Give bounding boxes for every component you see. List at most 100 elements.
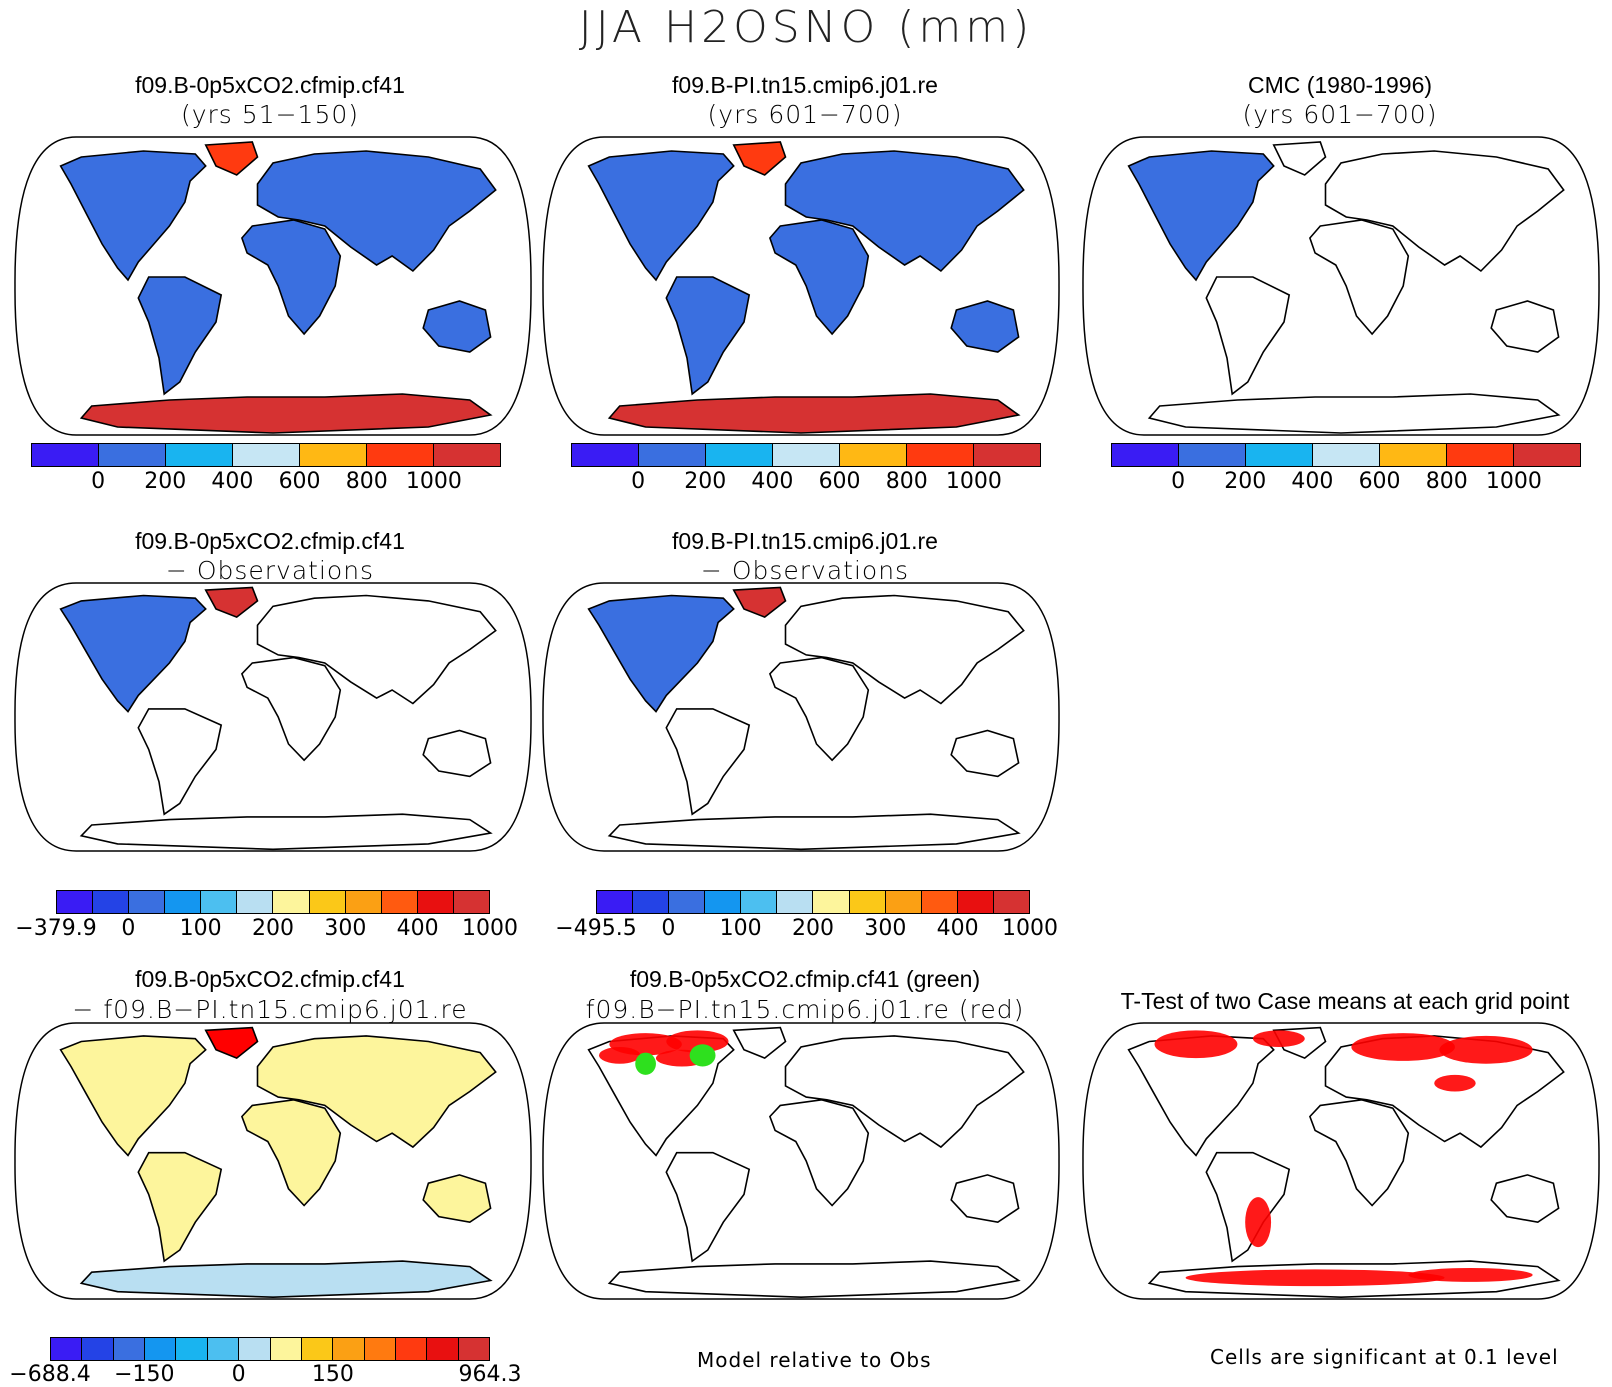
significance-region: [1434, 1074, 1476, 1092]
colorbar-ticks-panel-1: 0 200 400 600 800 1000: [31, 469, 501, 497]
colorbar-swatch: [129, 891, 166, 913]
map-border: [542, 582, 1060, 852]
colorbar-swatch: [773, 444, 840, 466]
landmass-samerica: [1205, 276, 1291, 396]
landmass-namerica: [59, 150, 207, 282]
landmass-africa: [1308, 1098, 1410, 1207]
colorbar-swatch: [907, 444, 974, 466]
colorbar-tick-label: 1000: [462, 916, 518, 941]
landmass-eurasia: [784, 1035, 1025, 1149]
colorbar-tick-label: 1000: [1485, 469, 1542, 494]
colorbar-panel-5: [596, 890, 1030, 914]
green-region: [689, 1044, 716, 1067]
significance-region: [1154, 1030, 1238, 1059]
colorbar-swatch: [957, 891, 994, 913]
landmass-africa: [768, 1098, 870, 1207]
landmass-eurasia: [784, 150, 1025, 273]
landmass-australia: [950, 300, 1020, 353]
colorbar-tick-label: 600: [278, 469, 321, 494]
landmass-namerica: [59, 594, 207, 713]
map-panel-1: [14, 136, 532, 436]
landmass-africa: [240, 1098, 342, 1207]
landmass-eurasia: [256, 594, 497, 705]
colorbar-tick-label: 150: [311, 1362, 354, 1387]
colorbar-swatch: [165, 891, 202, 913]
colorbar-swatch: [367, 444, 434, 466]
colorbar-swatch: [364, 1338, 396, 1360]
colorbar-ticks-panel-6: −688.4 −150 0 150 964.3: [9, 1362, 521, 1387]
colorbar-swatch: [974, 444, 1040, 466]
colorbar-tick-label: 0: [1171, 469, 1186, 494]
colorbar-tick-label: 1000: [1002, 916, 1058, 941]
colorbar-swatch: [1380, 444, 1447, 466]
colorbar-swatch: [145, 1338, 177, 1360]
colorbar-panel-4: [56, 890, 490, 914]
colorbar-tick-label: 400: [1291, 469, 1334, 494]
landmass-greenland: [204, 586, 259, 619]
green-region: [635, 1052, 656, 1075]
colorbar-swatch: [427, 1338, 459, 1360]
colorbar-tick-label: 1000: [945, 469, 1002, 494]
panel-2-title: f09.B-PI.tn15.cmip6.j01.re: [672, 72, 938, 98]
colorbar-tick-label: 800: [885, 469, 928, 494]
panel-5-title: f09.B-PI.tn15.cmip6.j01.re: [672, 528, 938, 554]
panel-2-subtitle: (yrs 601−700): [707, 100, 903, 129]
panel-4-subtitle: − Observations: [165, 556, 375, 585]
landmass-australia: [1490, 1174, 1560, 1224]
colorbar-swatch: [395, 1338, 428, 1360]
significance-region: [1245, 1197, 1272, 1248]
landmass-eurasia: [256, 150, 497, 273]
colorbar-swatch: [849, 891, 886, 913]
colorbar-swatch: [207, 1338, 240, 1360]
landmass-australia: [422, 300, 492, 353]
landmass-africa: [768, 219, 870, 336]
colorbar-ticks-panel-3: 0 200 400 600 800 1000: [1111, 469, 1581, 497]
landmass-samerica: [665, 276, 751, 396]
map-panel-6: [14, 1022, 532, 1300]
landmass-australia: [950, 1174, 1020, 1224]
map-border: [14, 1022, 532, 1300]
colorbar-swatch: [840, 444, 907, 466]
colorbar-swatch: [993, 891, 1029, 913]
colorbar-swatch: [705, 891, 742, 913]
colorbar-ticks-panel-4: −379.9 0 100 200 300 400 1000: [15, 916, 518, 944]
colorbar-panel-2: [571, 443, 1041, 467]
colorbar-swatch: [57, 891, 94, 913]
panel-7-title: f09.B-0p5xCO2.cfmip.cf41 (green): [629, 966, 981, 992]
colorbar-tick-label: −495.5: [555, 916, 637, 941]
landmass-eurasia: [784, 594, 1025, 705]
panel-6-title: f09.B-0p5xCO2.cfmip.cf41: [135, 966, 405, 992]
significance-region: [1185, 1269, 1445, 1287]
colorbar-swatch: [1447, 444, 1514, 466]
landmass-namerica: [587, 594, 735, 713]
colorbar-tick-label: 0: [91, 469, 106, 494]
landmass-samerica: [665, 1151, 751, 1263]
colorbar-tick-label: 300: [324, 916, 367, 941]
colorbar-tick-label: 200: [792, 916, 834, 941]
colorbar-ticks-panel-5: −495.5 0 100 200 300 400 1000: [555, 916, 1058, 944]
map-panel-5: [542, 582, 1060, 852]
colorbar-tick-label: 600: [818, 469, 861, 494]
map-panel-8: [1082, 1022, 1600, 1300]
colorbar-swatch: [345, 891, 382, 913]
landmass-greenland: [732, 586, 787, 619]
landmass-antarctica: [607, 813, 1021, 851]
map-border: [542, 136, 1060, 436]
colorbar-swatch: [201, 891, 238, 913]
colorbar-tick-label: 400: [751, 469, 794, 494]
colorbar-swatch: [99, 444, 166, 466]
colorbar-swatch: [885, 891, 922, 913]
colorbar-swatch: [176, 1338, 208, 1360]
colorbar-tick-label: 100: [179, 916, 222, 941]
landmass-africa: [240, 219, 342, 336]
colorbar-swatch: [453, 891, 489, 913]
colorbar-swatch: [1179, 444, 1246, 466]
map-border: [1082, 136, 1600, 436]
colorbar-swatch: [51, 1338, 83, 1360]
colorbar-tick-label: −150: [114, 1362, 175, 1387]
significance-region: [1252, 1030, 1305, 1048]
colorbar-swatch: [669, 891, 706, 913]
landmass-greenland: [732, 1026, 787, 1060]
panel-8-title: T-Test of two Case means at each grid po…: [1120, 988, 1570, 1014]
map-border: [14, 136, 532, 436]
